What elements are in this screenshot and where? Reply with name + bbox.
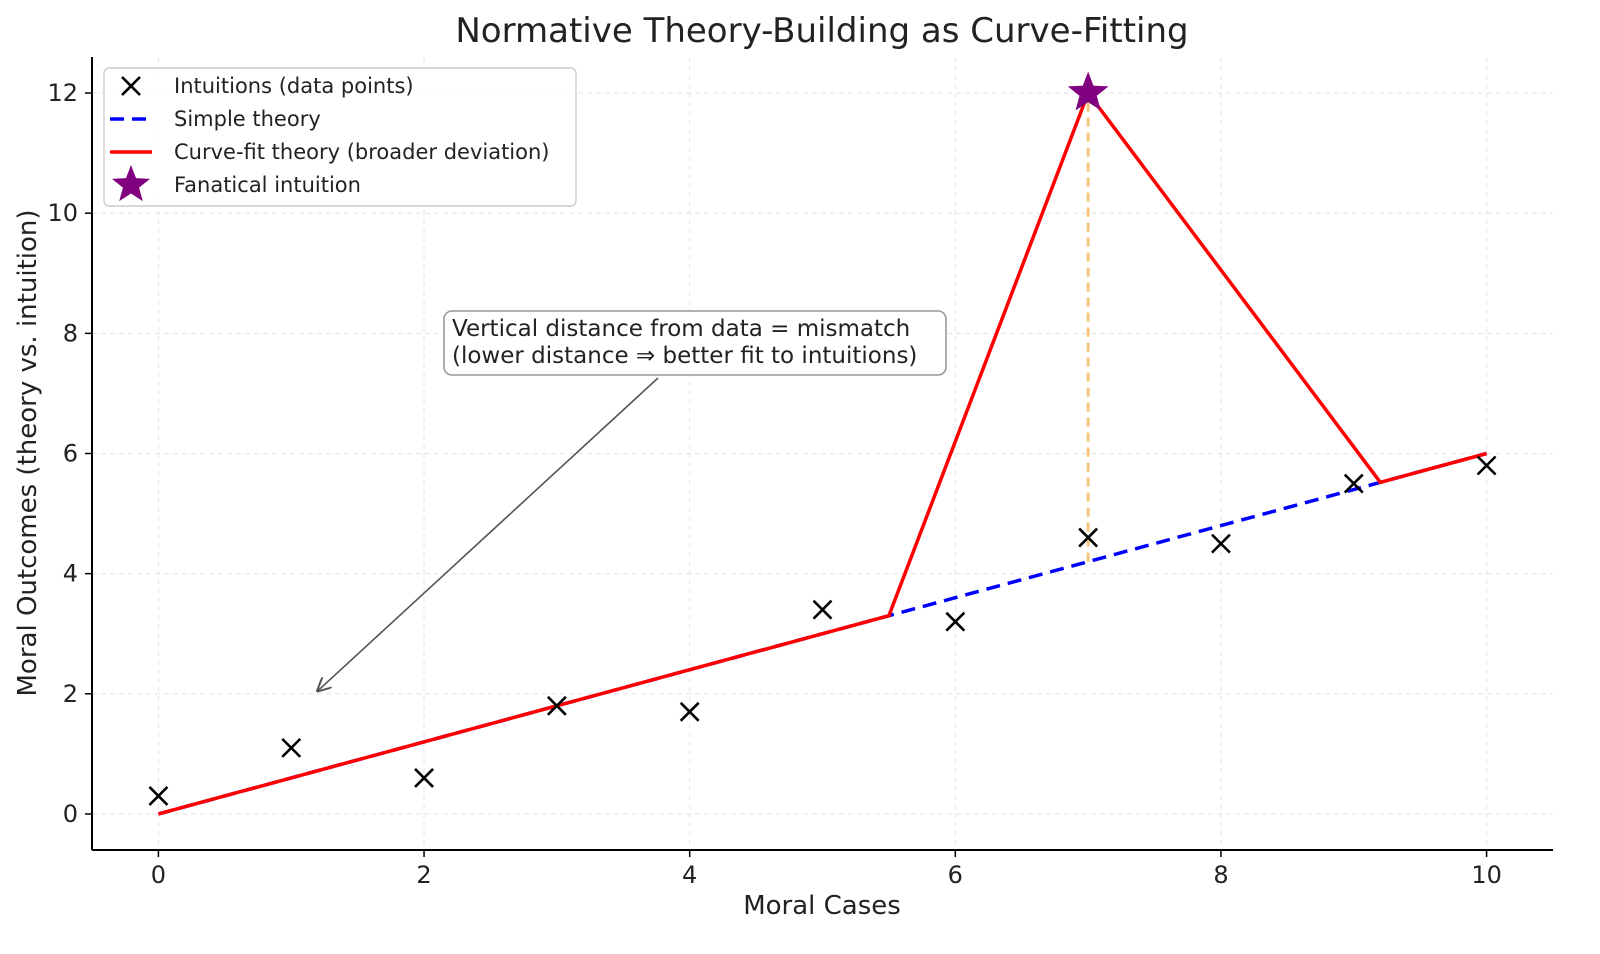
annotation-arrow: [318, 377, 659, 691]
y-tick-label: 4: [63, 560, 78, 588]
x-axis-label: Moral Cases: [743, 891, 901, 921]
x-tick-label: 2: [416, 861, 431, 889]
x-marker-stroke: [1343, 473, 1364, 494]
y-tick-label: 12: [47, 79, 78, 107]
tick-labels: 0 2 4 6 8 10 0 2 4 6 8 10 12: [47, 79, 1501, 889]
legend-label: Fanatical intuition: [174, 173, 361, 197]
x-marker-stroke: [148, 786, 169, 806]
x-marker-stroke: [812, 599, 833, 620]
x-tick-label: 0: [151, 861, 166, 889]
y-tick-label: 8: [63, 319, 78, 347]
y-tick-label: 2: [63, 680, 78, 708]
x-tick-label: 8: [1213, 861, 1228, 889]
annotation-line: Vertical distance from data = mismatch: [452, 316, 910, 342]
intuition-point: [1343, 473, 1364, 494]
plot-series: [148, 71, 1497, 816]
x-marker-stroke: [679, 701, 700, 722]
x-marker-stroke: [121, 76, 141, 96]
intuition-point: [679, 701, 700, 722]
legend-handle-star: [111, 165, 151, 202]
annotation-box: [443, 310, 947, 376]
chart-title: Normative Theory-Building as Curve-Fitti…: [455, 11, 1188, 51]
intuition-point: [148, 786, 169, 806]
legend-label: Simple theory: [174, 107, 321, 131]
intuition-point: [1078, 527, 1099, 548]
intuition-point: [812, 599, 833, 620]
y-axis-label: Moral Outcomes (theory vs. intuition): [13, 210, 43, 697]
x-marker-stroke: [281, 737, 302, 758]
intuition-point: [281, 737, 302, 758]
fanatical-intuition-star: [1067, 71, 1109, 111]
annotation: Vertical distance from data = mismatch(l…: [318, 310, 947, 691]
annotation-line: (lower distance ⇒ better fit to intuitio…: [452, 343, 917, 369]
x-marker-stroke: [1211, 533, 1231, 554]
y-tick-label: 10: [47, 199, 78, 227]
legend: Intuitions (data points) Simple theory Cur…: [103, 67, 577, 207]
y-tick-label: 6: [63, 440, 78, 468]
intuition-point: [945, 611, 966, 632]
intuition-point: [1211, 533, 1231, 554]
x-tick-label: 4: [682, 861, 697, 889]
legend-label: Curve-fit theory (broader deviation): [174, 140, 550, 164]
x-tick-label: 6: [948, 861, 963, 889]
y-tick-label: 0: [63, 800, 78, 828]
legend-box: [103, 67, 577, 207]
intuition-point: [414, 767, 434, 788]
x-tick-label: 10: [1471, 861, 1502, 889]
legend-handle-x: [121, 76, 141, 96]
x-marker-stroke: [546, 695, 567, 716]
x-marker-stroke: [1078, 527, 1099, 548]
intuition-point: [1476, 455, 1497, 476]
legend-label: Intuitions (data points): [174, 74, 414, 98]
x-marker-stroke: [414, 767, 434, 788]
x-marker-stroke: [945, 611, 966, 632]
intuition-point: [546, 695, 567, 716]
x-marker-stroke: [1476, 455, 1497, 476]
